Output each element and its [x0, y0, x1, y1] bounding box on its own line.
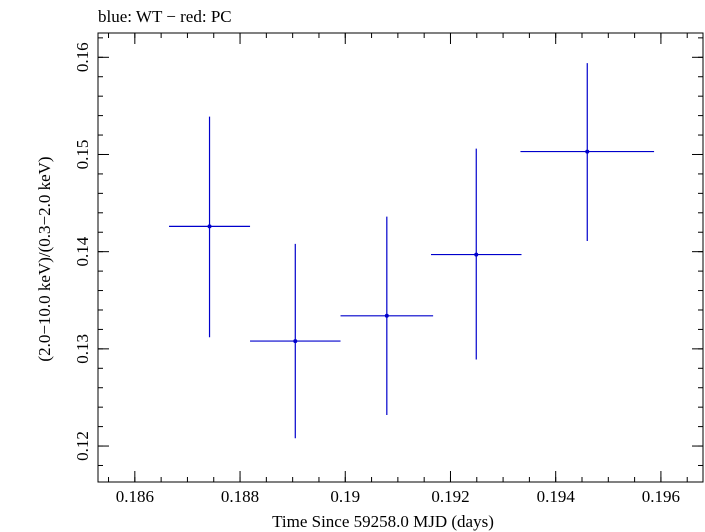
data-point — [169, 116, 251, 338]
y-tick-label: 0.16 — [73, 42, 92, 72]
chart-title: blue: WT − red: PC — [98, 7, 232, 26]
y-tick-label: 0.15 — [73, 140, 92, 170]
x-tick-label: 0.186 — [116, 487, 154, 506]
point-marker — [585, 149, 590, 154]
data-point — [250, 243, 341, 439]
x-tick-label: 0.194 — [537, 487, 576, 506]
y-tick-label: 0.14 — [73, 236, 92, 266]
point-marker — [474, 252, 479, 257]
data-point — [340, 216, 434, 415]
x-tick-label: 0.196 — [642, 487, 680, 506]
data-point — [431, 148, 522, 360]
x-tick-label: 0.19 — [330, 487, 360, 506]
data-point — [520, 63, 655, 241]
point-marker — [207, 224, 212, 229]
y-axis: 0.12 0.13 0.14 0.15 0.16 — [73, 37, 703, 466]
x-axis-label: Time Since 59258.0 MJD (days) — [272, 512, 494, 531]
x-tick-label: 0.192 — [431, 487, 469, 506]
y-tick-label: 0.13 — [73, 334, 92, 364]
point-marker — [384, 313, 389, 318]
plot-frame — [97, 32, 704, 483]
y-tick-label: 0.12 — [73, 431, 92, 461]
x-tick-label: 0.188 — [221, 487, 259, 506]
x-axis: 0.186 0.188 0.19 0.192 0.194 0.196 — [108, 33, 688, 506]
point-marker — [293, 339, 298, 344]
y-axis-label: (2.0−10.0 keV)/(0.3−2.0 keV) — [35, 156, 54, 361]
data-series — [169, 63, 655, 439]
